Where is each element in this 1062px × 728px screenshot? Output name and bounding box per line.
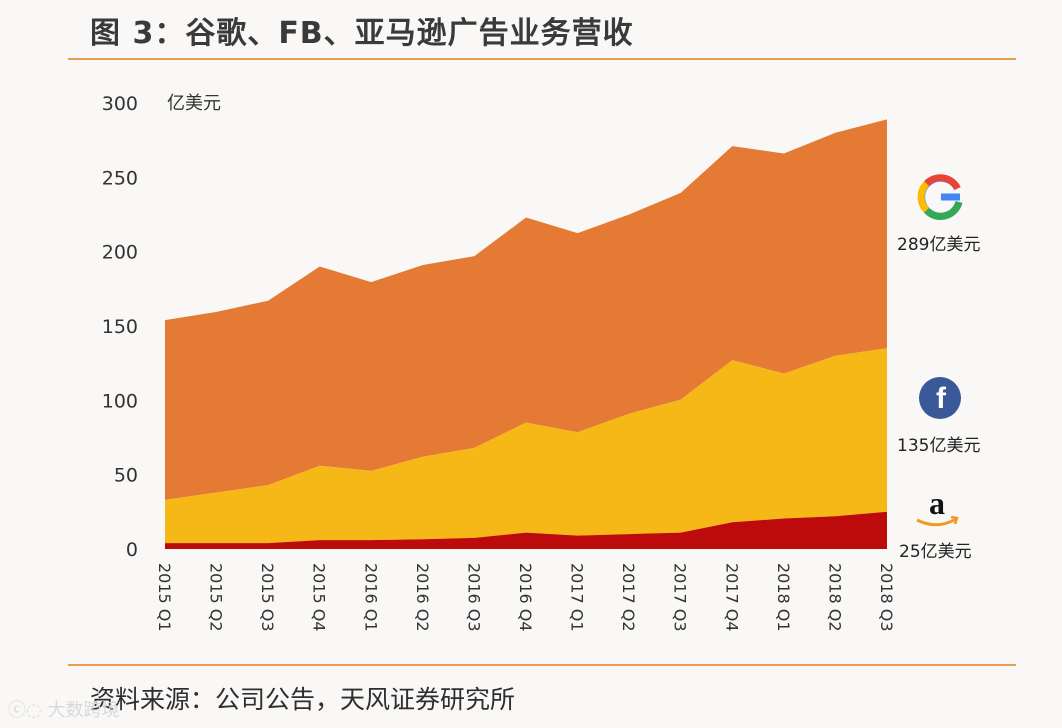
y-tick-label: 200 (102, 242, 138, 264)
y-tick-label: 50 (114, 465, 138, 487)
amazon-icon: a (916, 485, 959, 527)
y-axis: 0 50 100 150 200 250 300 (102, 93, 138, 561)
svg-text:a: a (929, 485, 945, 521)
x-tick-label: 2017 Q2 (619, 563, 638, 632)
top-divider (68, 58, 1016, 60)
x-tick-label: 2015 Q2 (207, 563, 226, 632)
x-tick-label: 2016 Q4 (516, 563, 535, 632)
y-tick-label: 0 (126, 539, 138, 561)
x-tick-label: 2016 Q1 (361, 563, 380, 632)
x-tick-label: 2015 Q1 (155, 563, 174, 632)
x-tick-label: 2018 Q1 (774, 563, 793, 632)
x-tick-label: 2017 Q3 (671, 563, 690, 632)
x-tick-label: 2017 Q4 (722, 563, 741, 632)
area-google (165, 119, 887, 500)
source-note: 资料来源：公司公告，天风证券研究所 (90, 685, 516, 714)
area-layer (165, 119, 887, 549)
watermark-logo-icon: ⓒ◌ (8, 700, 42, 721)
x-tick-label: 2016 Q2 (413, 563, 432, 632)
watermark: ⓒ◌ 大数跨境 (8, 696, 119, 722)
x-tick-label: 2015 Q4 (310, 563, 329, 632)
y-tick-label: 250 (102, 167, 138, 189)
x-axis: 2015 Q1 2015 Q2 2015 Q3 2015 Q4 2016 Q1 2016 … (155, 563, 896, 632)
watermark-text: 大数跨境 (47, 700, 120, 721)
chart-title: 图 3：谷歌、FB、亚马逊广告业务营收 (90, 16, 634, 51)
x-tick-label: 2017 Q1 (568, 563, 587, 632)
amazon-end-label: 25亿美元 (899, 542, 972, 562)
area-amazon (165, 511, 887, 549)
facebook-icon: f (919, 377, 961, 419)
unit-label: 亿美元 (167, 93, 221, 114)
x-tick-label: 2015 Q3 (258, 563, 277, 632)
svg-text:f: f (936, 382, 947, 415)
y-tick-label: 300 (102, 93, 138, 115)
y-tick-label: 100 (102, 390, 138, 412)
x-tick-label: 2016 Q3 (464, 563, 483, 632)
x-tick-label: 2018 Q3 (877, 563, 896, 632)
stacked-area-chart: 0 50 100 150 200 250 300 2015 Q1 2015 Q2 2015 Q3… (102, 93, 981, 632)
x-tick-label: 2018 Q2 (825, 563, 844, 632)
bottom-divider (68, 664, 1016, 666)
google-end-label: 289亿美元 (897, 235, 980, 255)
y-tick-label: 150 (102, 316, 138, 338)
area-facebook (165, 348, 887, 544)
facebook-end-label: 135亿美元 (897, 436, 980, 456)
google-icon (917, 174, 963, 220)
